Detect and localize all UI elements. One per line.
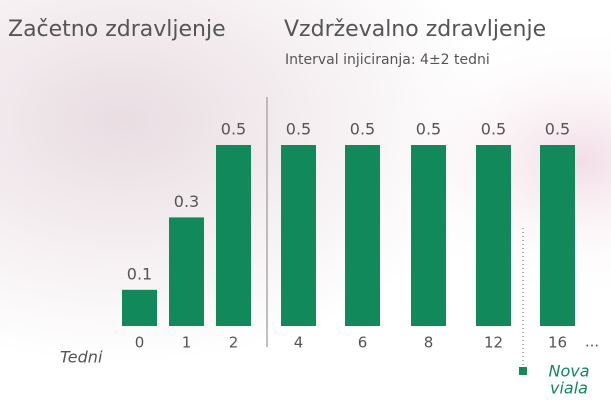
bar bbox=[540, 145, 575, 326]
value-label: 0.5 bbox=[545, 120, 570, 139]
bar bbox=[169, 217, 204, 326]
bar bbox=[411, 145, 446, 326]
x-tick-label: 0 bbox=[135, 334, 145, 352]
value-label: 0.5 bbox=[350, 120, 375, 139]
x-tick-label: 1 bbox=[182, 334, 192, 352]
x-tick-label: 2 bbox=[229, 334, 239, 352]
x-axis-label: Tedni bbox=[60, 348, 103, 367]
value-label: 0.1 bbox=[127, 264, 152, 283]
x-tick-label: 12 bbox=[484, 334, 503, 352]
x-tick-label: 16 bbox=[548, 334, 567, 352]
value-label: 0.5 bbox=[481, 120, 506, 139]
bar bbox=[122, 290, 157, 326]
value-label: 0.5 bbox=[221, 120, 246, 139]
bar bbox=[281, 145, 316, 326]
legend-marker bbox=[519, 367, 527, 375]
value-label: 0.3 bbox=[174, 192, 199, 211]
continuation: ... bbox=[585, 333, 599, 351]
bar bbox=[345, 145, 380, 326]
chart: Začetno zdravljenje Vzdrževalno zdravlje… bbox=[0, 0, 611, 403]
maintenance-title: Vzdrževalno zdravljenje bbox=[284, 17, 546, 42]
x-tick-label: 6 bbox=[358, 334, 368, 352]
value-label: 0.5 bbox=[416, 120, 441, 139]
page: {"chart_data": {"type": "bar", "initial_… bbox=[0, 0, 611, 403]
x-tick-label: 8 bbox=[424, 334, 434, 352]
bar bbox=[216, 145, 251, 326]
annotation-text: viala bbox=[550, 379, 588, 398]
subtitle: Interval injiciranja: 4±2 tedni bbox=[285, 52, 490, 68]
value-label: 0.5 bbox=[286, 120, 311, 139]
x-tick-label: 4 bbox=[294, 334, 304, 352]
initial-title: Začetno zdravljenje bbox=[8, 17, 226, 42]
bar bbox=[476, 145, 511, 326]
